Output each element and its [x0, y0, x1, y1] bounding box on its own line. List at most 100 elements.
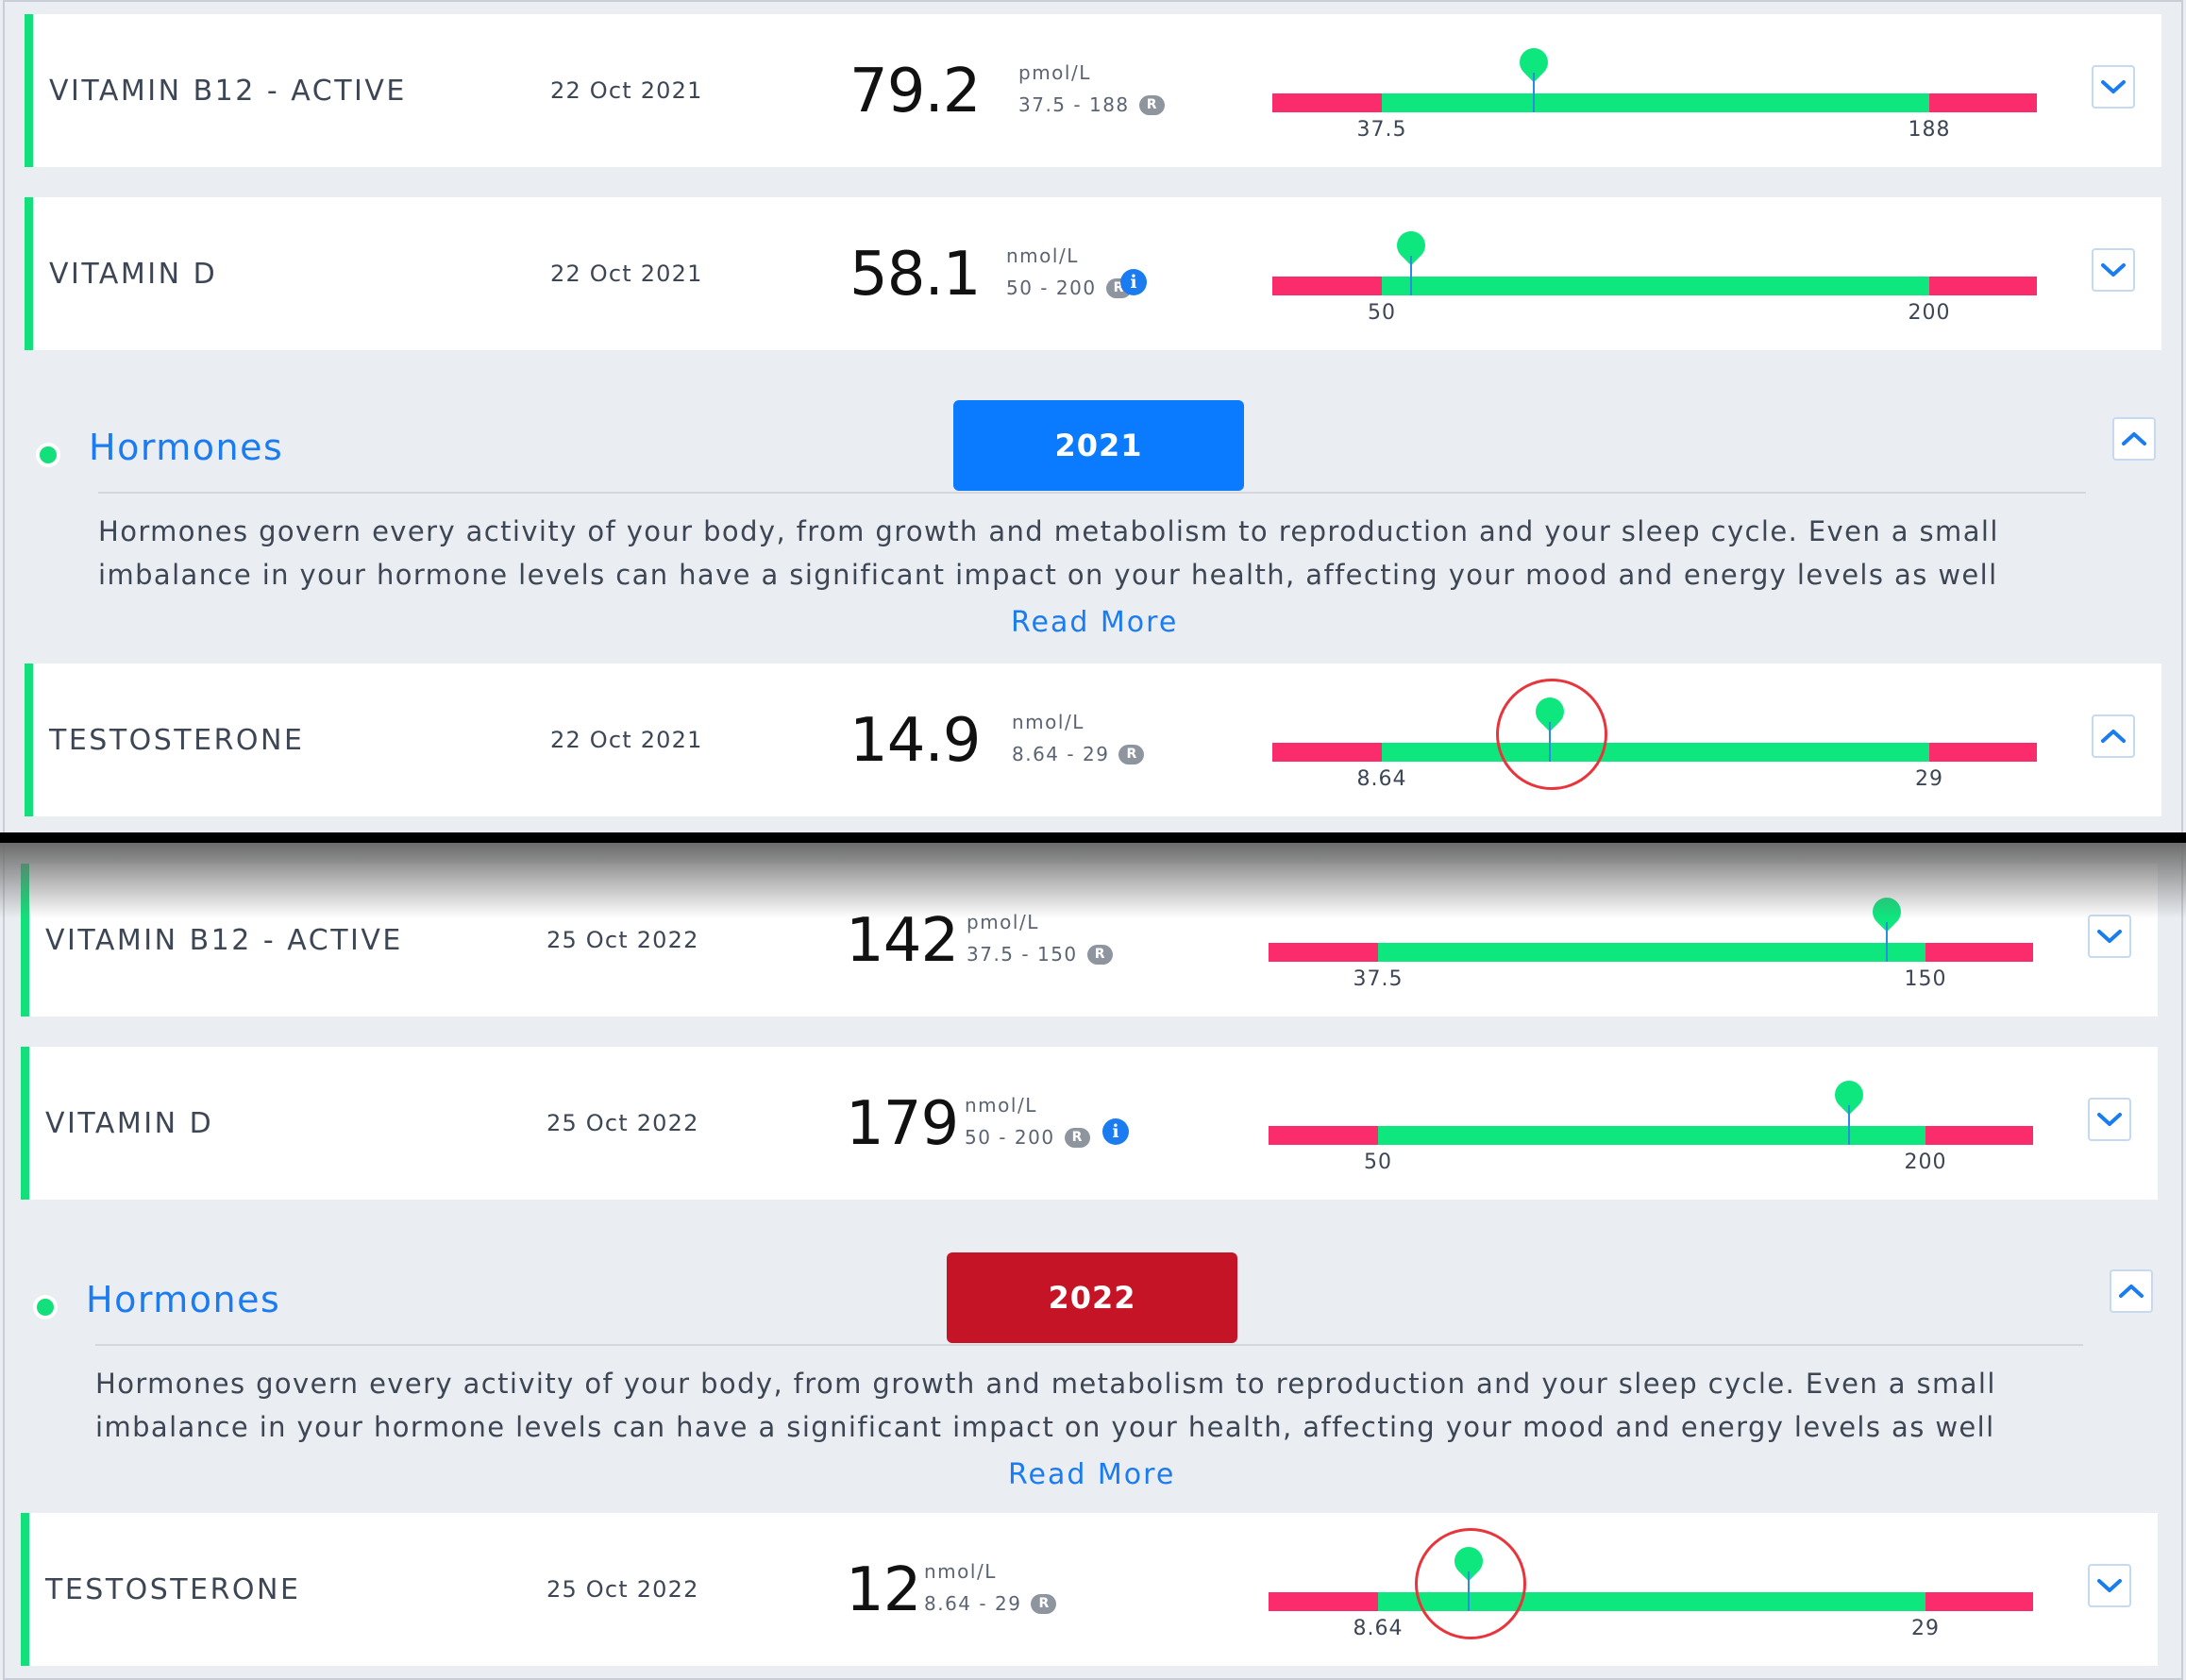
gauge-high-label: 200 — [1908, 301, 1951, 325]
read-more-link[interactable]: Read More — [1011, 606, 1179, 639]
chevron-down-icon — [2101, 263, 2126, 277]
reference-range: 50 - 200 R — [965, 1126, 1090, 1149]
chevron-down-icon — [2097, 930, 2122, 943]
info-icon[interactable]: i — [1102, 1118, 1129, 1145]
report-panel-2021: VITAMIN B12 - ACTIVE 22 Oct 2021 79.2 pm… — [0, 0, 2186, 837]
gauge-high-label: 188 — [1908, 118, 1951, 142]
gauge-low-label: 8.64 — [1353, 1617, 1404, 1640]
reference-range: 50 - 200 R — [1006, 277, 1132, 299]
test-date: 25 Oct 2022 — [546, 1110, 699, 1136]
gauge-normal-segment — [1382, 93, 1929, 112]
marker-name: TESTOSTERONE — [49, 723, 305, 757]
card-accent-bar — [25, 197, 33, 350]
gauge-low-label: 37.5 — [1356, 118, 1407, 142]
marker-unit: nmol/L — [965, 1094, 1037, 1117]
marker-card-vitamin-b12: VITAMIN B12 - ACTIVE 25 Oct 2022 142 pmo… — [21, 864, 2158, 1016]
card-accent-bar — [21, 864, 29, 1016]
reference-range: 37.5 - 188 R — [1018, 93, 1165, 116]
range-gauge: 50 200 — [1272, 197, 2037, 350]
card-accent-bar — [21, 1047, 29, 1200]
gauge-low-label: 37.5 — [1353, 967, 1404, 991]
range-badge[interactable]: R — [1086, 944, 1113, 965]
expand-button[interactable] — [2092, 248, 2135, 292]
expand-button[interactable] — [2088, 1564, 2131, 1607]
marker-name: VITAMIN B12 - ACTIVE — [49, 74, 407, 108]
marker-unit: nmol/L — [1006, 244, 1079, 267]
map-pin-icon — [1513, 42, 1554, 112]
reference-range-text: 37.5 - 188 — [1018, 93, 1130, 116]
expand-button[interactable] — [2088, 915, 2131, 958]
comparison-divider — [0, 832, 2186, 843]
reference-range-text: 50 - 200 — [1006, 277, 1097, 299]
gauge-high-segment — [1925, 1126, 2033, 1145]
range-badge[interactable]: R — [1138, 94, 1165, 115]
test-date: 22 Oct 2021 — [550, 727, 703, 753]
section-status-dot — [33, 1295, 58, 1319]
marker-name: VITAMIN B12 - ACTIVE — [45, 923, 403, 957]
gauge-low-segment — [1269, 943, 1378, 962]
gauge-high-segment — [1929, 277, 2037, 295]
section-status-dot — [36, 443, 60, 467]
gauge-high-label: 150 — [1904, 967, 1947, 991]
range-gauge: 8.64 29 — [1269, 1513, 2033, 1666]
range-badge[interactable]: R — [1031, 1593, 1057, 1614]
gauge-high-label: 200 — [1904, 1151, 1947, 1174]
marker-card-vitamin-d: VITAMIN D 22 Oct 2021 58.1 nmol/L 50 - 2… — [25, 197, 2161, 350]
expand-button[interactable] — [2092, 65, 2135, 109]
marker-card-vitamin-b12: VITAMIN B12 - ACTIVE 22 Oct 2021 79.2 pm… — [25, 14, 2161, 167]
gauge-low-segment — [1272, 93, 1382, 112]
reference-range: 8.64 - 29 R — [924, 1592, 1057, 1615]
marker-card-testosterone: TESTOSTERONE 25 Oct 2022 12 nmol/L 8.64 … — [21, 1513, 2158, 1666]
collapse-section-button[interactable] — [2112, 417, 2156, 461]
year-badge: 2022 — [947, 1252, 1237, 1343]
hormones-section: Hormones 2021 Hormones govern every acti… — [0, 400, 2186, 664]
expand-button[interactable] — [2088, 1098, 2131, 1141]
card-accent-bar — [25, 14, 33, 167]
report-panel-2022: VITAMIN B12 - ACTIVE 25 Oct 2022 142 pmo… — [0, 843, 2186, 1680]
marker-unit: nmol/L — [924, 1560, 997, 1583]
section-title[interactable]: Hormones — [89, 427, 284, 468]
gauge-normal-segment — [1378, 943, 1925, 962]
test-date: 25 Oct 2022 — [546, 927, 699, 953]
map-pin-icon — [1448, 1540, 1488, 1611]
test-date: 25 Oct 2022 — [546, 1576, 699, 1603]
info-icon[interactable]: i — [1120, 269, 1147, 295]
range-badge[interactable]: R — [1064, 1127, 1090, 1148]
year-badge: 2021 — [953, 400, 1244, 491]
range-gauge: 8.64 29 — [1272, 664, 2037, 816]
reference-range-text: 37.5 - 150 — [967, 943, 1078, 966]
marker-value: 179 — [846, 1089, 959, 1159]
section-description: Hormones govern every activity of your b… — [98, 515, 1999, 591]
collapse-button[interactable] — [2092, 714, 2135, 758]
section-title[interactable]: Hormones — [86, 1279, 281, 1320]
read-more-link[interactable]: Read More — [1008, 1458, 1176, 1491]
gauge-low-segment — [1269, 1126, 1378, 1145]
card-footer-strip — [33, 816, 431, 837]
marker-value: 58.1 — [849, 240, 981, 310]
map-pin-icon — [1828, 1074, 1870, 1145]
marker-value: 79.2 — [849, 57, 981, 126]
marker-unit: pmol/L — [967, 911, 1039, 933]
chevron-down-icon — [2097, 1579, 2122, 1592]
test-date: 22 Oct 2021 — [550, 77, 703, 104]
marker-value: 12 — [846, 1555, 921, 1625]
marker-value: 142 — [846, 906, 959, 976]
section-divider — [98, 492, 2086, 494]
reference-range-text: 8.64 - 29 — [924, 1592, 1022, 1615]
marker-card-testosterone: TESTOSTERONE 22 Oct 2021 14.9 nmol/L 8.6… — [25, 664, 2161, 816]
gauge-low-segment — [1269, 1592, 1378, 1611]
section-description: Hormones govern every activity of your b… — [95, 1368, 1996, 1443]
gauge-high-label: 29 — [1911, 1617, 1940, 1640]
reference-range-text: 50 - 200 — [965, 1126, 1055, 1149]
range-badge[interactable]: R — [1118, 744, 1145, 764]
range-gauge: 37.5 150 — [1269, 864, 2033, 1016]
range-gauge: 50 200 — [1269, 1047, 2033, 1200]
chevron-up-icon — [2101, 730, 2126, 743]
collapse-section-button[interactable] — [2110, 1269, 2153, 1313]
highlight-circle-annotation — [1414, 1528, 1526, 1639]
marker-card-vitamin-d: VITAMIN D 25 Oct 2022 179 nmol/L 50 - 20… — [21, 1047, 2158, 1200]
gauge-low-label: 8.64 — [1356, 767, 1407, 791]
map-pin-icon — [1391, 225, 1432, 295]
range-gauge: 37.5 188 — [1272, 14, 2037, 167]
chevron-down-icon — [2097, 1113, 2122, 1126]
